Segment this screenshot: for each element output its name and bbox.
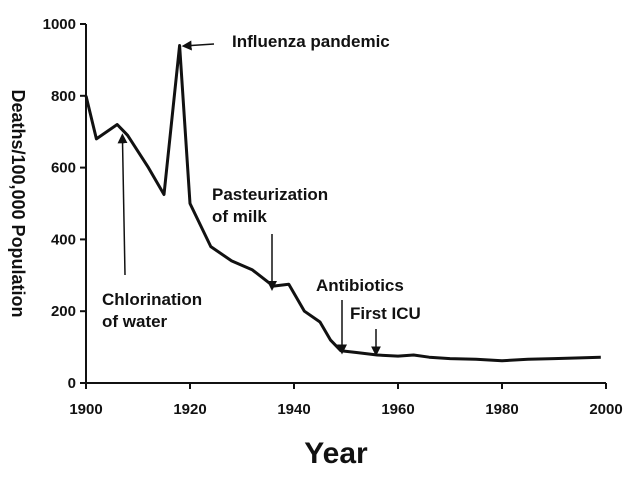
annotation-label: Influenza pandemic <box>232 32 390 51</box>
x-tick-label: 1920 <box>173 401 206 418</box>
annotation-line: of milk <box>212 207 267 226</box>
annotation-line: Antibiotics <box>316 276 404 295</box>
annotation-arrow <box>117 133 128 276</box>
annotation-arrow <box>181 40 215 51</box>
x-tick-label: 1960 <box>381 401 414 418</box>
y-axis-label: Deaths/100,000 Population <box>8 89 28 317</box>
y-tick-label: 400 <box>51 231 76 248</box>
x-tick-label: 1940 <box>277 401 310 418</box>
annotation-line: Pasteurization <box>212 185 328 204</box>
axes <box>80 23 607 389</box>
y-tick-label: 0 <box>68 375 76 392</box>
series-group <box>84 44 601 363</box>
y-tick-label: 600 <box>51 160 76 177</box>
x-axis-label: Year <box>304 437 368 470</box>
annotations: Influenza pandemic Chlorination of water Pa… <box>102 32 421 357</box>
y-tick-label: 800 <box>51 88 76 105</box>
series-line <box>84 44 601 363</box>
tick-labels: 0 200 400 600 800 1000 1900 1920 1940 1960 1980 200… <box>43 16 623 418</box>
annotation-label: Chlorination of water <box>102 290 202 331</box>
annotation-line: Chlorination <box>102 290 202 309</box>
annotation-label: First ICU <box>350 304 421 323</box>
annotation-line: Influenza pandemic <box>232 32 390 51</box>
x-tick-label: 2000 <box>589 401 622 418</box>
x-tick-label: 1900 <box>69 401 102 418</box>
annotation-line: of water <box>102 312 168 331</box>
annotation-line: First ICU <box>350 304 421 323</box>
y-tick-label: 1000 <box>43 16 76 33</box>
annotation-label: Antibiotics <box>316 276 404 295</box>
x-tick-label: 1980 <box>485 401 518 418</box>
annotation-label: Pasteurization of milk <box>212 185 328 226</box>
y-tick-label: 200 <box>51 303 76 320</box>
